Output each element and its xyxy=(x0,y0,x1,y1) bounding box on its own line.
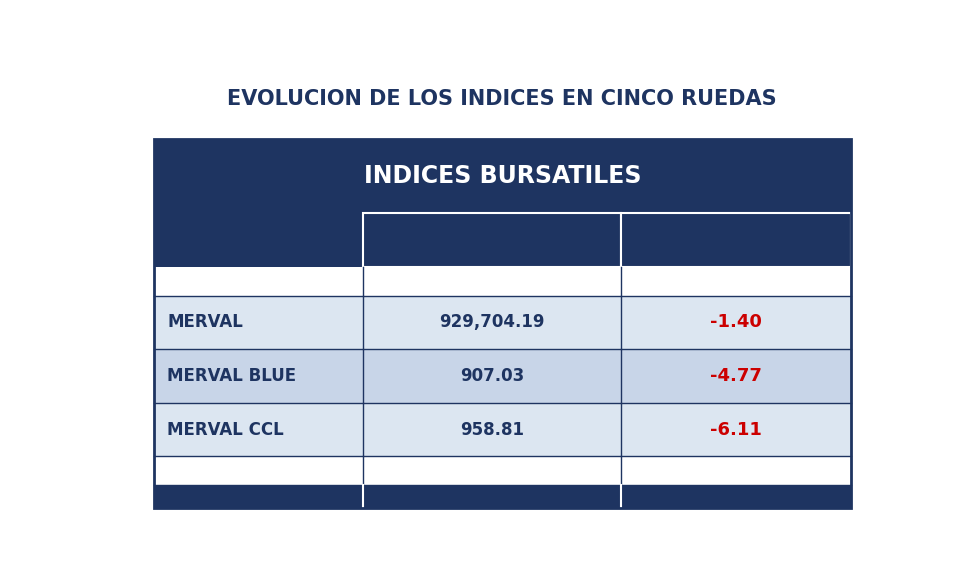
Text: -4.77: -4.77 xyxy=(710,367,761,385)
Bar xyxy=(154,456,851,485)
Text: 958.81: 958.81 xyxy=(460,421,523,439)
Bar xyxy=(154,403,851,456)
Text: Variacion semanal: Variacion semanal xyxy=(658,232,814,248)
Text: EVOLUCION DE LOS INDICES EN CINCO RUEDAS: EVOLUCION DE LOS INDICES EN CINCO RUEDAS xyxy=(227,89,777,109)
Bar xyxy=(154,485,851,508)
Bar xyxy=(154,296,851,349)
Bar xyxy=(154,213,851,267)
Text: -6.11: -6.11 xyxy=(710,421,761,439)
Text: CIERRE 29/12/2023: CIERRE 29/12/2023 xyxy=(411,232,573,248)
Text: MERVAL CCL: MERVAL CCL xyxy=(168,421,284,439)
Text: INDICES BURSATILES: INDICES BURSATILES xyxy=(364,164,641,188)
Bar xyxy=(363,213,620,267)
Bar xyxy=(154,139,851,213)
Text: MERVAL BLUE: MERVAL BLUE xyxy=(168,367,297,385)
Bar xyxy=(620,213,851,267)
Text: 907.03: 907.03 xyxy=(460,367,524,385)
Text: MERVAL: MERVAL xyxy=(168,313,243,331)
Bar xyxy=(154,139,851,508)
Text: 929,704.19: 929,704.19 xyxy=(439,313,545,331)
Bar xyxy=(154,267,851,296)
Text: -1.40: -1.40 xyxy=(710,313,761,331)
Bar xyxy=(154,349,851,403)
